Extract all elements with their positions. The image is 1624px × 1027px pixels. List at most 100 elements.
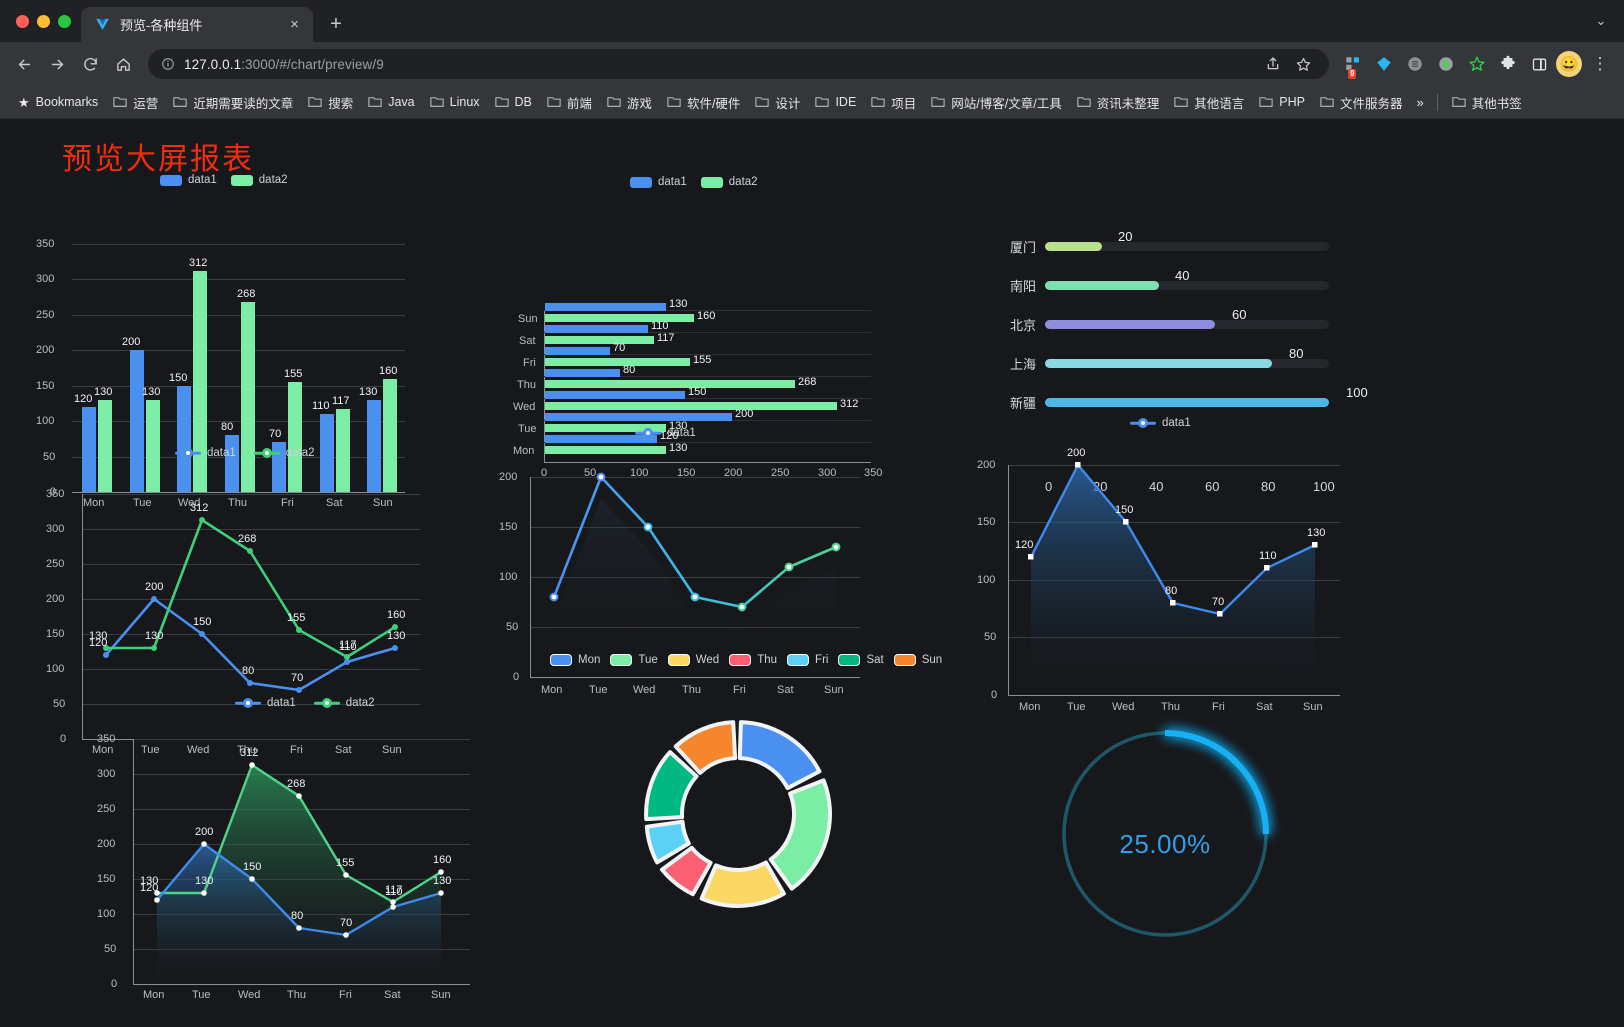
- bookmark-folder-3[interactable]: Java: [361, 91, 421, 113]
- progress-track[interactable]: [1045, 320, 1329, 329]
- progress-track[interactable]: [1045, 242, 1329, 251]
- bookmark-other-bookmarks[interactable]: 其他书签: [1445, 89, 1529, 116]
- new-tab-button[interactable]: +: [330, 13, 342, 35]
- green-dot-extension-icon[interactable]: [1432, 50, 1460, 78]
- legend-item-data1[interactable]: data1: [1130, 417, 1191, 429]
- bookmark-folder-0[interactable]: 运营: [106, 89, 165, 116]
- bookmark-folder-11[interactable]: 项目: [864, 89, 923, 116]
- bookmark-folder-5[interactable]: DB: [488, 91, 539, 113]
- browser-tab[interactable]: 预览-各种组件 ×: [81, 7, 313, 42]
- bookmarks-overflow-button[interactable]: »: [1416, 94, 1424, 110]
- bar-data2-tue[interactable]: [146, 400, 160, 492]
- bookmark-folder-2[interactable]: 搜索: [301, 89, 360, 116]
- gauge-svg[interactable]: [1035, 704, 1295, 964]
- progress-track[interactable]: [1045, 281, 1329, 290]
- bar-data2-wed[interactable]: [193, 271, 207, 492]
- progress-row-shanghai[interactable]: 上海 80: [990, 346, 1360, 373]
- bookmark-folder-1[interactable]: 近期需要读的文章: [166, 89, 300, 116]
- site-info-icon[interactable]: [160, 57, 175, 72]
- bar-data2-mon[interactable]: [98, 400, 112, 492]
- bookmark-folder-7[interactable]: 游戏: [600, 89, 659, 116]
- bookmark-folder-9[interactable]: 设计: [748, 89, 807, 116]
- forward-button[interactable]: [42, 49, 72, 79]
- legend-item-data2[interactable]: data2: [700, 176, 758, 188]
- bar-data1-tue[interactable]: [545, 413, 732, 421]
- legend-item-fri[interactable]: Fri: [787, 654, 828, 666]
- bookmark-star-icon[interactable]: [1289, 50, 1317, 78]
- bar-data1-wed[interactable]: [545, 391, 685, 399]
- legend-item-tue[interactable]: Tue: [610, 654, 658, 666]
- bookmark-folder-4[interactable]: Linux: [423, 91, 487, 113]
- maximize-window-button[interactable]: [58, 14, 71, 28]
- bookmark-folder-12[interactable]: 网站/博客/文章/工具: [924, 89, 1068, 116]
- legend-item-sat[interactable]: Sat: [838, 654, 884, 666]
- bar-data2-sat[interactable]: [336, 409, 350, 492]
- side-panel-icon[interactable]: [1525, 50, 1553, 78]
- bar-data2-sun[interactable]: [383, 379, 397, 492]
- legend-item-data1[interactable]: data1: [235, 697, 296, 709]
- bar-data2-wed[interactable]: [545, 402, 837, 410]
- bar-data1-fri[interactable]: [545, 347, 610, 355]
- gray-circle-extension-icon[interactable]: [1401, 50, 1429, 78]
- grid-extension-icon[interactable]: 9: [1339, 50, 1367, 79]
- bar-data2-sat[interactable]: [545, 336, 654, 344]
- legend-item-data1[interactable]: data1: [630, 176, 687, 188]
- legend-item-sun[interactable]: Sun: [893, 654, 942, 666]
- progress-row-nanyang[interactable]: 南阳 40: [990, 268, 1360, 295]
- progress-row-xinjiang[interactable]: 新疆 100: [990, 385, 1368, 412]
- bar-data1-fri[interactable]: [272, 442, 286, 492]
- bar-data2-tue[interactable]: [545, 424, 666, 432]
- bar-data2-sun[interactable]: [545, 314, 694, 322]
- bar-data1-thu[interactable]: [545, 369, 620, 377]
- bar-data2-fri[interactable]: [545, 358, 690, 366]
- bar-data2-thu[interactable]: [241, 302, 255, 492]
- bookmark-folder-16[interactable]: 文件服务器: [1313, 89, 1410, 116]
- share-icon[interactable]: [1259, 50, 1287, 78]
- address-bar[interactable]: 127.0.0.1:3000/#/chart/preview/9: [148, 49, 1329, 79]
- bookmark-folder-14[interactable]: 其他语言: [1167, 89, 1251, 116]
- legend-item-data2[interactable]: data2: [253, 447, 315, 459]
- legend-item-thu[interactable]: Thu: [729, 654, 777, 666]
- bookmark-folder-10[interactable]: IDE: [808, 91, 863, 113]
- bar-data1-sun[interactable]: [367, 400, 381, 492]
- legend-item-data1[interactable]: data1: [175, 447, 236, 459]
- minimize-window-button[interactable]: [37, 14, 50, 28]
- bar-data1-sun[interactable]: [545, 303, 666, 311]
- bookmark-item-bookmarks[interactable]: ★ Bookmarks: [11, 91, 105, 113]
- bookmark-folder-8[interactable]: 软件/硬件: [660, 89, 747, 116]
- legend-item-data1[interactable]: data1: [160, 174, 217, 186]
- bar-data2-fri[interactable]: [288, 382, 302, 492]
- home-button[interactable]: [108, 49, 138, 79]
- chevron-down-icon[interactable]: ⌄: [1595, 13, 1607, 28]
- legend-item-mon[interactable]: Mon: [550, 654, 600, 666]
- progress-row-xiamen[interactable]: 厦门 20: [990, 229, 1360, 256]
- bar-data1-wed[interactable]: [177, 386, 191, 492]
- reload-button[interactable]: [75, 49, 105, 79]
- bar-data1-sat[interactable]: [320, 414, 334, 492]
- bookmark-folder-15[interactable]: PHP: [1252, 91, 1312, 113]
- legend-item-data1[interactable]: data1: [635, 427, 696, 439]
- puzzle-extensions-icon[interactable]: [1494, 50, 1522, 78]
- bar-data1-thu[interactable]: [225, 435, 239, 492]
- bar-data2-thu[interactable]: [545, 380, 795, 388]
- bar-data1-mon[interactable]: [82, 407, 96, 492]
- bar-data1-mon[interactable]: [545, 435, 657, 443]
- progress-track[interactable]: [1045, 398, 1329, 407]
- close-window-button[interactable]: [16, 14, 29, 28]
- back-button[interactable]: [9, 49, 39, 79]
- bar-data1-sat[interactable]: [545, 325, 648, 333]
- bar-data2-mon[interactable]: [545, 446, 666, 454]
- browser-menu-button[interactable]: ⋮: [1591, 54, 1609, 73]
- bookmark-folder-6[interactable]: 前端: [540, 89, 599, 116]
- progress-track[interactable]: [1045, 359, 1329, 368]
- legend-item-data2[interactable]: data2: [230, 174, 288, 186]
- close-tab-button[interactable]: ×: [290, 16, 299, 33]
- progress-row-beijing[interactable]: 北京 60: [990, 307, 1360, 334]
- avatar[interactable]: 😀: [1556, 51, 1582, 77]
- bookmark-folder-13[interactable]: 资讯未整理: [1070, 89, 1167, 116]
- donut-svg[interactable]: [633, 709, 843, 919]
- legend-item-wed[interactable]: Wed: [667, 654, 719, 666]
- diamond-extension-icon[interactable]: [1370, 50, 1398, 78]
- bar-data1-tue[interactable]: [130, 350, 144, 492]
- green-star-extension-icon[interactable]: [1463, 50, 1491, 78]
